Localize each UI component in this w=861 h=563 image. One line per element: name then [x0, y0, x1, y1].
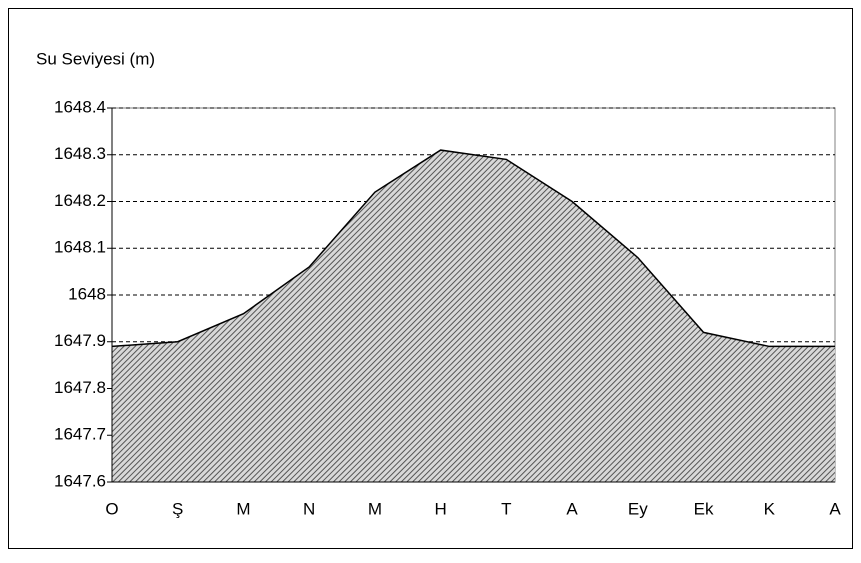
- area: [112, 150, 835, 482]
- area-line: [111, 149, 835, 348]
- y-tick-label: 1648.3: [54, 144, 106, 163]
- y-tick-label: 1648.1: [54, 238, 106, 257]
- x-tick-label: K: [764, 499, 776, 518]
- x-tick-label: T: [501, 499, 511, 518]
- y-tick-label: 1648: [68, 284, 106, 303]
- y-tick-label: 1647.9: [54, 331, 106, 350]
- x-tick-label: A: [829, 499, 841, 518]
- x-tick-label: O: [105, 499, 118, 518]
- x-tick-label: Ş: [172, 499, 183, 518]
- x-tick-label: M: [236, 499, 250, 518]
- x-tick-label: N: [303, 499, 315, 518]
- x-tick-label: M: [368, 499, 382, 518]
- x-tick-label: Ey: [628, 499, 648, 518]
- y-tick-label: 1648.2: [54, 191, 106, 210]
- y-tick-label: 1647.8: [54, 378, 106, 397]
- y-axis-label: Su Seviyesi (m): [36, 49, 155, 68]
- x-tick-label: A: [566, 499, 578, 518]
- y-tick-label: 1648.4: [54, 97, 106, 116]
- x-tick-label: Ek: [694, 499, 714, 518]
- x-tick-label: H: [434, 499, 446, 518]
- y-tick-label: 1647.7: [54, 425, 106, 444]
- y-tick-label: 1647.6: [54, 471, 106, 490]
